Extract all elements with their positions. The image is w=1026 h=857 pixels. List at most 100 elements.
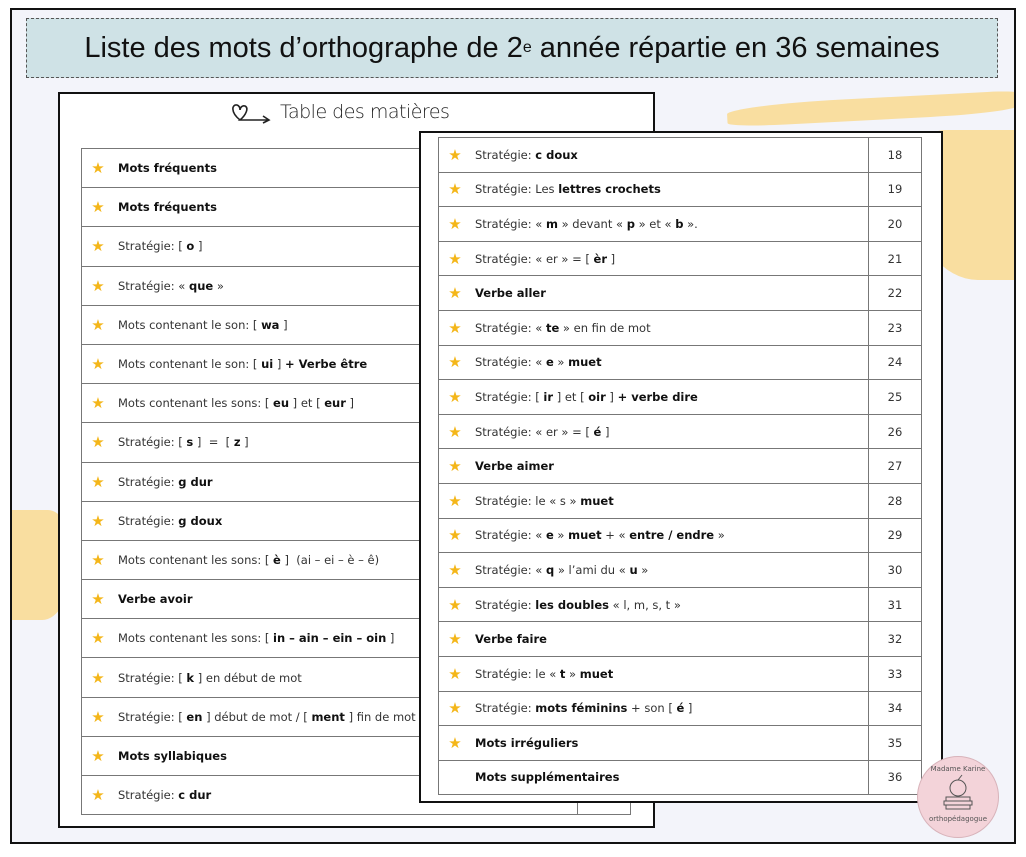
star-icon <box>438 759 471 796</box>
toc-entry-text: u <box>629 562 638 577</box>
toc-entry-text: Mots irréguliers <box>475 735 579 750</box>
toc-page-front: ★ Stratégie: c doux 18 ★ Stratégie: Les lett… <box>419 131 943 803</box>
toc-entry-text: lettres crochets <box>558 182 661 197</box>
toc-entry-text: Stratégie: <box>118 513 179 528</box>
toc-entry-text: m <box>545 216 558 231</box>
toc-entry-text: Mots contenant le son: [ <box>118 317 262 332</box>
toc-week-number: 24 <box>868 344 922 381</box>
toc-entry-text: k <box>186 670 195 685</box>
toc-entry-text: p <box>626 216 635 231</box>
toc-entry-text: entre / endre <box>629 528 715 543</box>
toc-entry-text: Stratégie: [ <box>118 435 187 450</box>
toc-entry-text: t <box>559 666 566 681</box>
toc-entry-text: » devant « <box>557 216 627 231</box>
toc-entry-label: Stratégie: « te » en fin de mot <box>471 309 869 346</box>
star-icon: ★ <box>438 171 471 208</box>
toc-entry-text: ] fin de mot <box>344 709 416 724</box>
toc-entry-text: èr <box>593 251 608 266</box>
toc-row: ★ Verbe aimer 27 <box>438 448 922 484</box>
toc-entry-text: mots féminins <box>535 701 628 716</box>
toc-entry-text: ] <box>240 435 249 450</box>
toc-entry-label: Verbe aimer <box>471 448 869 484</box>
toc-entry-text: g doux <box>178 513 223 528</box>
toc-entry-text: eu <box>273 396 290 411</box>
toc-entry-text: ] en début de mot <box>194 670 302 685</box>
toc-week-number: 23 <box>868 309 922 346</box>
toc-entry-text: é <box>593 424 602 439</box>
toc-entry-text: Stratégie: [ <box>475 389 544 404</box>
toc-week-number: 20 <box>868 206 922 242</box>
toc-entry-text: oir <box>588 389 606 404</box>
toc-entry-text: e <box>545 528 554 543</box>
star-icon: ★ <box>438 413 471 450</box>
toc-entry-text: Stratégie: « <box>475 562 546 577</box>
star-icon: ★ <box>438 655 471 692</box>
toc-entry-text: Verbe aller <box>475 286 546 301</box>
toc-row: ★ Stratégie: Les lettres crochets 19 <box>438 171 922 208</box>
star-icon: ★ <box>438 482 471 519</box>
toc-entry-text: ] <box>194 239 203 254</box>
toc-entry-text: + son [ <box>627 701 677 716</box>
star-icon: ★ <box>438 690 471 727</box>
star-icon: ★ <box>81 422 114 463</box>
toc-entry-text: c doux <box>535 147 578 162</box>
toc-row: ★ Stratégie: mots féminins + son [ é ] 34 <box>438 690 922 727</box>
toc-entry-label: Stratégie: [ ir ] et [ oir ] + verbe dir… <box>471 379 869 415</box>
toc-week-number: 22 <box>868 275 922 311</box>
star-icon: ★ <box>81 187 114 228</box>
toc-entry-text: muet <box>579 666 614 681</box>
toc-entry-text: è <box>273 552 281 567</box>
toc-entry-label: Stratégie: « e » muet + « entre / endre … <box>471 517 869 554</box>
toc-row: ★ Stratégie: « te » en fin de mot 23 <box>438 309 922 346</box>
toc-entry-text: » <box>213 278 224 293</box>
star-icon: ★ <box>81 774 114 816</box>
toc-entry-text: muet <box>568 355 602 370</box>
star-icon: ★ <box>81 500 114 541</box>
toc-entry-text: in – ain – ein – oin <box>273 631 387 646</box>
toc-entry-text: Verbe avoir <box>118 592 193 607</box>
star-icon: ★ <box>438 275 471 311</box>
toc-week-number: 26 <box>868 413 922 450</box>
toc-entry-label: Stratégie: « er » = [ é ] <box>471 413 869 450</box>
toc-entry-text: ment <box>311 709 345 724</box>
toc-entry-text: te <box>545 320 560 335</box>
toc-week-number: 36 <box>868 759 922 796</box>
toc-row: ★ Verbe faire 32 <box>438 621 922 657</box>
toc-entry-text: Mots contenant les sons: [ <box>118 396 274 411</box>
star-icon: ★ <box>81 383 114 424</box>
toc-entry-text: Mots syllabiques <box>118 748 227 763</box>
star-icon: ★ <box>81 343 114 385</box>
toc-entry-label: Stratégie: le « s » muet <box>471 482 869 519</box>
toc-week-number: 32 <box>868 621 922 657</box>
star-icon: ★ <box>438 725 471 761</box>
toc-entry-text: » <box>553 528 569 543</box>
star-icon: ★ <box>81 579 114 620</box>
toc-week-number: 18 <box>868 137 922 173</box>
toc-row: ★ Stratégie: [ ir ] et [ oir ] + verbe di… <box>438 379 922 415</box>
toc-table-front: ★ Stratégie: c doux 18 ★ Stratégie: Les lett… <box>438 137 922 796</box>
star-icon: ★ <box>438 586 471 623</box>
toc-week-number: 33 <box>868 655 922 692</box>
toc-entry-text: Stratégie: « <box>475 216 546 231</box>
toc-entry-text: ] et [ <box>553 389 589 404</box>
toc-entry-text: Stratégie: « <box>118 278 189 293</box>
star-icon: ★ <box>438 448 471 484</box>
toc-entry-text: + « <box>601 528 630 543</box>
toc-entry-text: Stratégie: [ <box>118 670 187 685</box>
toc-entry-text: e <box>545 355 554 370</box>
toc-entry-text: ] <box>345 396 355 411</box>
toc-entry-text: muet <box>580 493 614 508</box>
star-icon: ★ <box>438 309 471 346</box>
toc-row: ★ Stratégie: « q » l’ami du « u » 30 <box>438 552 922 588</box>
toc-entry-text: q <box>545 562 555 577</box>
toc-entry-text: ] <box>605 389 618 404</box>
star-icon: ★ <box>438 379 471 415</box>
toc-row: ★ Stratégie: c doux 18 <box>438 137 922 173</box>
star-icon: ★ <box>81 696 114 737</box>
toc-week-number: 19 <box>868 171 922 208</box>
toc-entry-text: que <box>188 278 214 293</box>
toc-entry-text: Mots supplémentaires <box>475 770 620 785</box>
toc-entry-text: Stratégie: « <box>475 320 546 335</box>
star-icon: ★ <box>81 304 114 345</box>
